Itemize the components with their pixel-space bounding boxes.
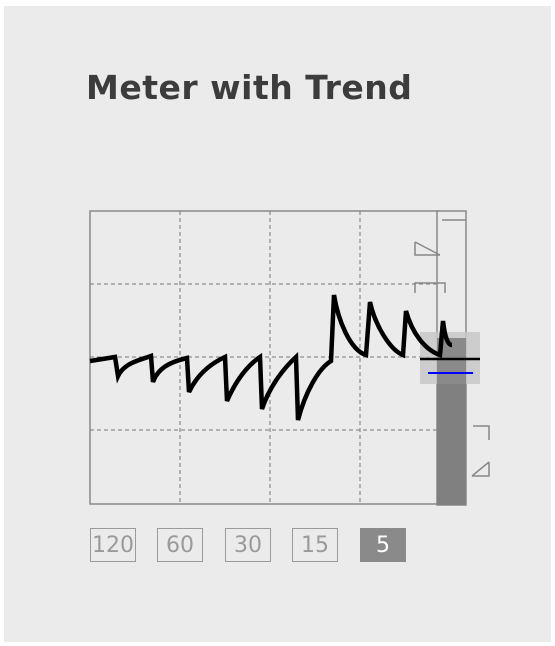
time-range-button-5[interactable]: 5 <box>360 528 406 562</box>
trend-line <box>89 294 453 421</box>
panel-title: Meter with Trend <box>86 68 413 107</box>
time-range-button-120[interactable]: 120 <box>90 528 136 562</box>
time-range-button-15[interactable]: 15 <box>292 528 338 562</box>
time-range-button-60[interactable]: 60 <box>157 528 203 562</box>
time-range-button-30[interactable]: 30 <box>225 528 271 562</box>
meter-scale-ticks <box>414 219 490 477</box>
